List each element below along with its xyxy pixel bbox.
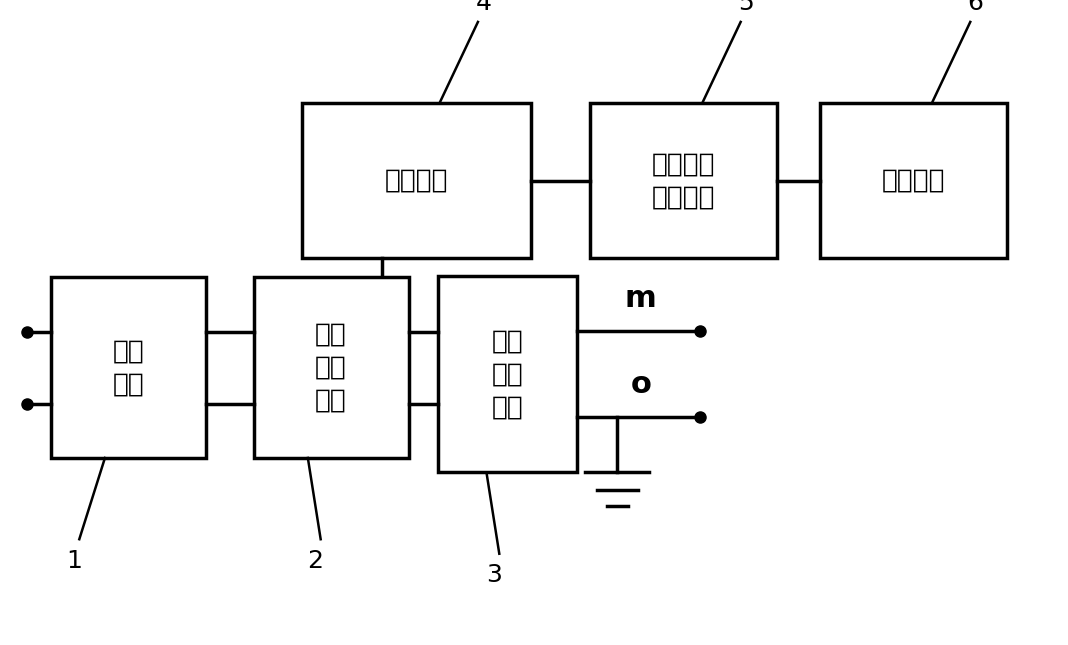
Bar — [254, 277, 408, 458]
Text: 1: 1 — [66, 549, 82, 573]
Bar — [438, 276, 577, 472]
Text: 4: 4 — [475, 0, 491, 15]
Text: 电容电流
计算模块: 电容电流 计算模块 — [651, 151, 716, 210]
Text: 电流
输出
模块: 电流 输出 模块 — [491, 328, 523, 420]
Bar — [590, 103, 778, 258]
Text: 5: 5 — [738, 0, 754, 15]
Bar — [302, 103, 532, 258]
Bar — [51, 277, 206, 458]
Text: 3: 3 — [486, 564, 502, 588]
Bar — [820, 103, 1006, 258]
Text: m: m — [625, 284, 657, 313]
Text: 测量模块: 测量模块 — [384, 168, 449, 194]
Text: 高频
电源
模块: 高频 电源 模块 — [315, 322, 347, 413]
Text: 2: 2 — [308, 549, 324, 573]
Text: 显示模块: 显示模块 — [881, 168, 945, 194]
Text: 电源
模块: 电源 模块 — [112, 338, 144, 397]
Text: 6: 6 — [968, 0, 984, 15]
Text: o: o — [630, 370, 651, 399]
